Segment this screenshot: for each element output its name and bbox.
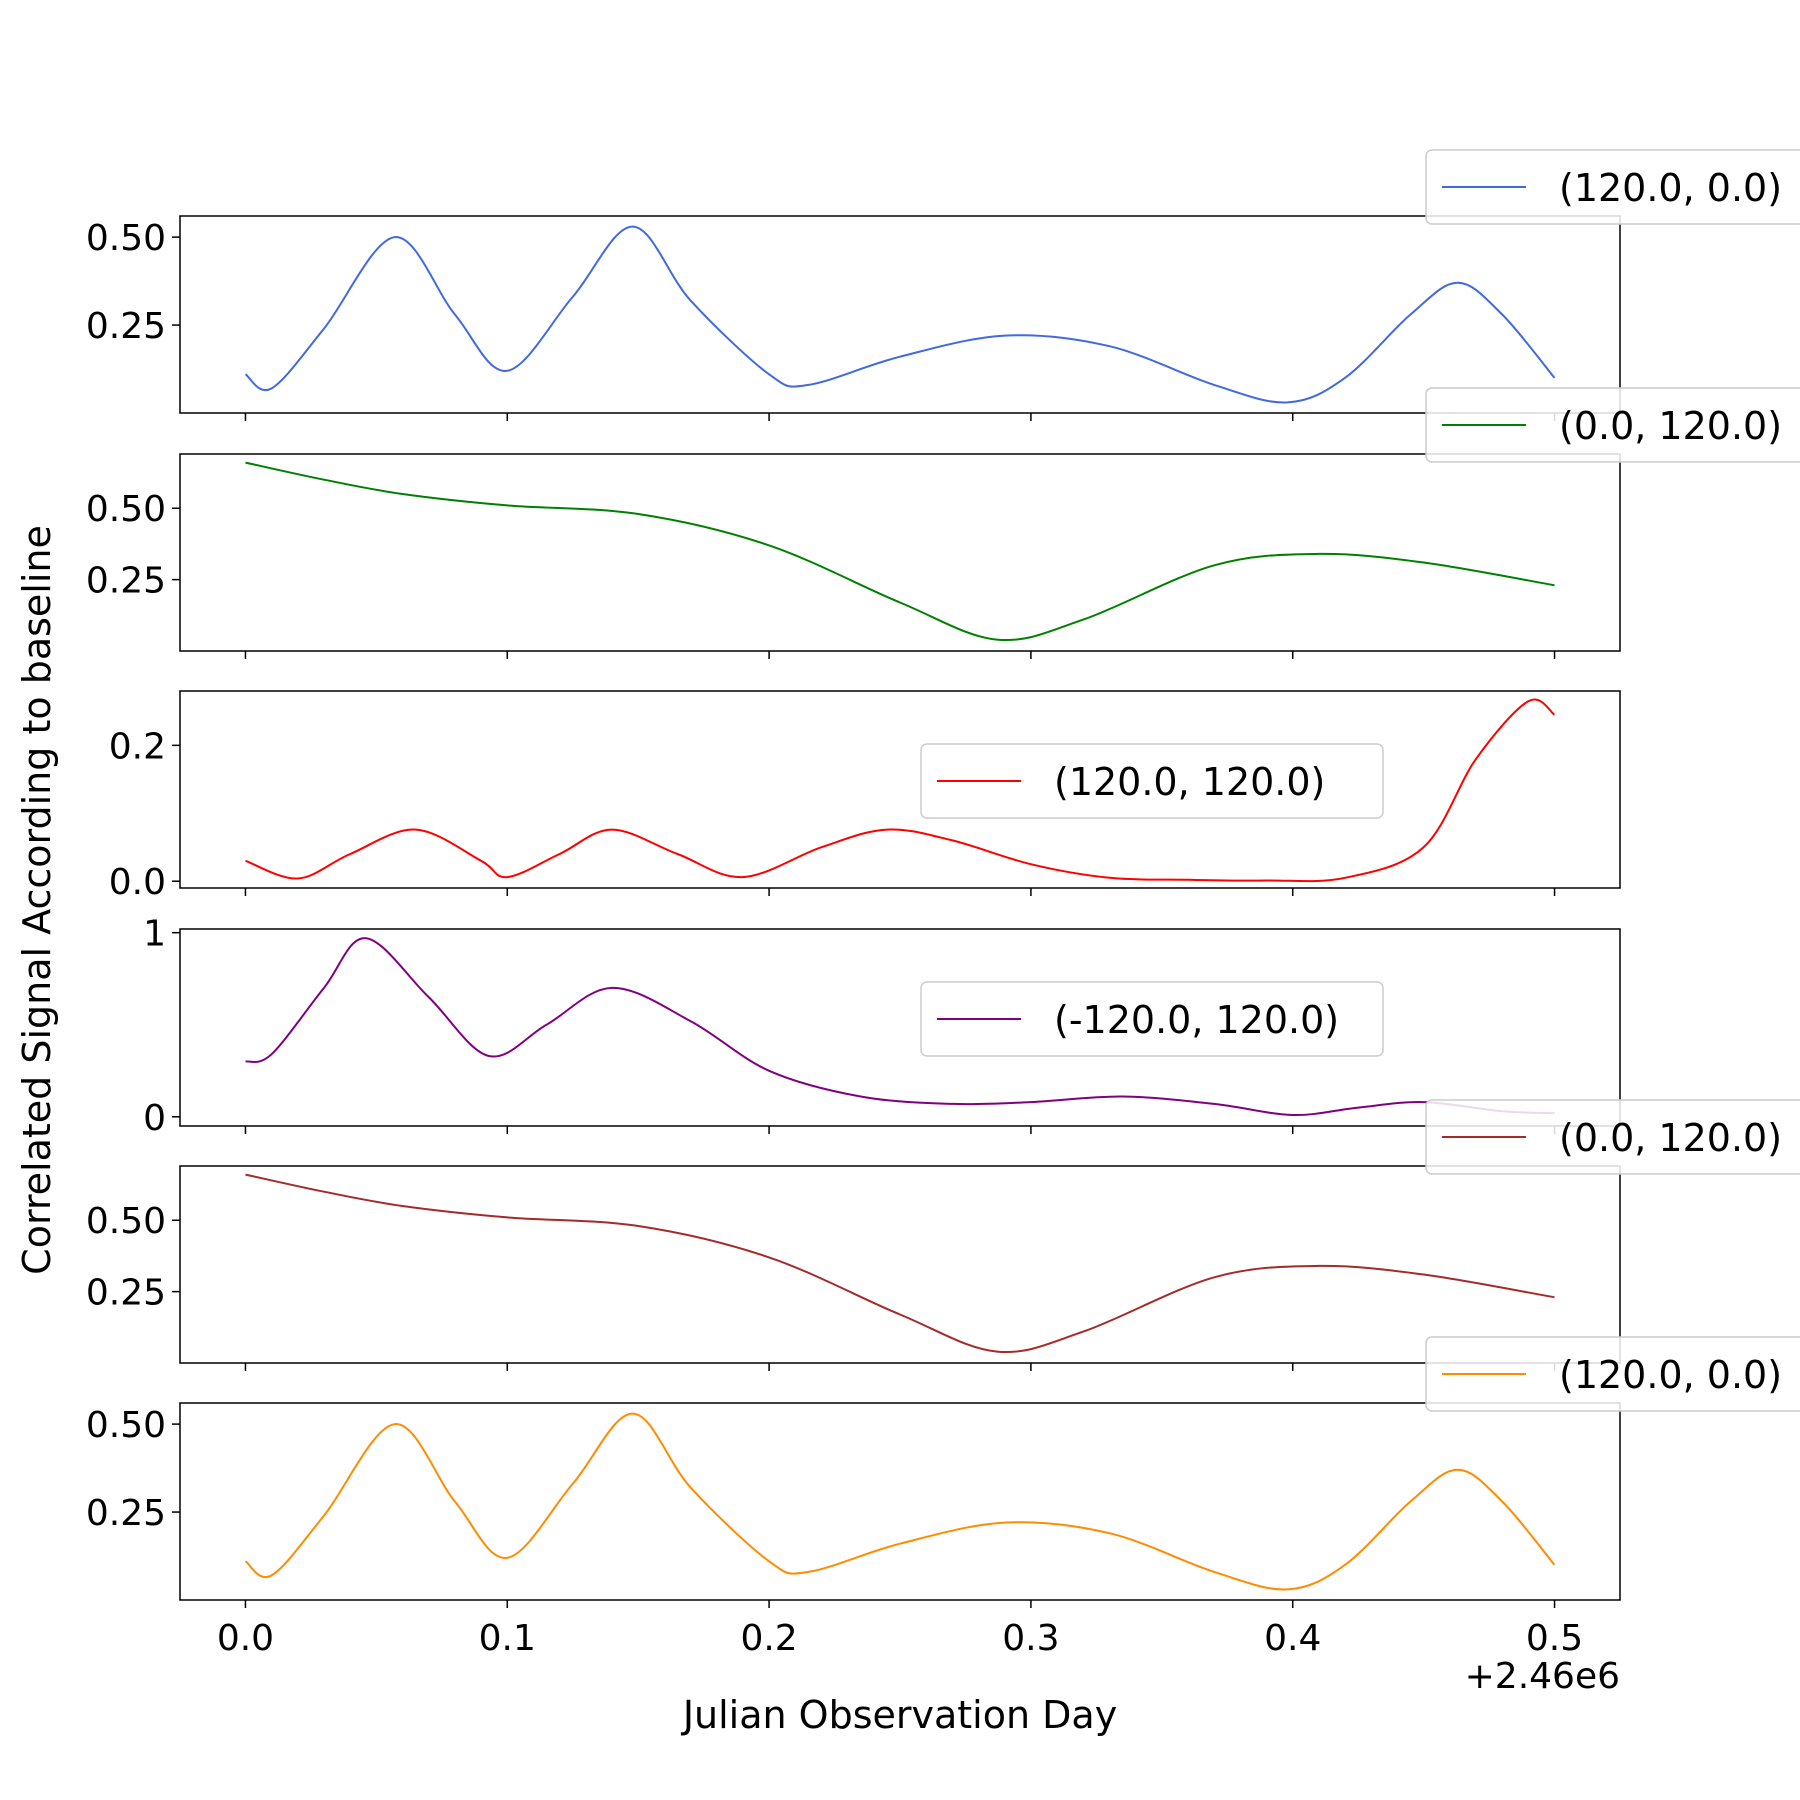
legend-label: (120.0, 120.0) [1054, 760, 1325, 804]
legend: (0.0, 120.0) [1425, 387, 1800, 463]
legend: (120.0, 0.0) [1425, 1336, 1800, 1412]
subplot-1: 0.25 0.50 (120.0, 0.0) [86, 149, 1800, 421]
y-tick-label: 0.25 [86, 1273, 166, 1314]
subplots: 0.250.50(120.0, 0.0)0.250.50(0.0, 120.0)… [86, 149, 1800, 1659]
legend: (0.0, 120.0) [1425, 1099, 1800, 1175]
legend-label: (120.0, 0.0) [1559, 1353, 1782, 1397]
y-tick-label: 0.50 [86, 1405, 166, 1446]
series-line [244, 225, 1556, 404]
legend: (-120.0, 120.0) [920, 981, 1384, 1057]
y-tick-label: 0.2 [109, 726, 166, 767]
legend-box [920, 743, 1384, 819]
x-tick-label: 0.5 [1526, 1618, 1583, 1659]
series-line [245, 1173, 1555, 1354]
subplot-4: 0 1 (-120.0, 120.0) [143, 914, 1621, 1139]
series-line [245, 937, 1555, 1117]
x-axis-label: Julian Observation Day [681, 1693, 1117, 1737]
y-tick-label: 0.25 [86, 1493, 166, 1534]
x-tick-label: 0.0 [217, 1618, 274, 1659]
y-tick-label: 1 [143, 914, 166, 955]
x-tick-label: 0.2 [740, 1618, 797, 1659]
series-line [244, 1412, 1556, 1591]
plot-frame [179, 1402, 1621, 1601]
legend: (120.0, 120.0) [920, 743, 1384, 819]
x-axis-offset-label: +2.46e6 [1465, 1656, 1620, 1697]
y-tick-label: 0.50 [86, 1201, 166, 1242]
x-tick-label: 0.3 [1002, 1618, 1059, 1659]
legend-box [920, 981, 1384, 1057]
legend-label: (120.0, 0.0) [1559, 166, 1782, 210]
subplot-5: 0.25 0.50 (0.0, 120.0) [86, 1099, 1800, 1371]
plot-frame [179, 690, 1621, 889]
plot-frame [179, 1165, 1621, 1364]
legend: (120.0, 0.0) [1425, 149, 1800, 225]
legend-box [1425, 149, 1800, 225]
series-line [245, 698, 1556, 883]
y-tick-label: 0 [143, 1098, 166, 1139]
legend-box [1425, 1336, 1800, 1412]
plot-frame [179, 453, 1621, 652]
y-axis-label: Correlated Signal According to baseline [15, 525, 59, 1275]
legend-box [1425, 1099, 1800, 1175]
legend-label: (-120.0, 120.0) [1054, 998, 1339, 1042]
plot-frame [179, 215, 1621, 414]
subplot-2: 0.25 0.50 (0.0, 120.0) [86, 387, 1800, 659]
y-tick-label: 0.50 [86, 489, 166, 530]
plot-frame [179, 928, 1621, 1127]
y-tick-label: 0.50 [86, 218, 166, 259]
y-tick-label: 0.25 [86, 306, 166, 347]
y-tick-label: 0.0 [109, 862, 166, 903]
legend-label: (0.0, 120.0) [1559, 1116, 1782, 1160]
x-tick-label: 0.1 [479, 1618, 536, 1659]
x-tick-label: 0.4 [1264, 1618, 1321, 1659]
y-tick-label: 0.25 [86, 561, 166, 602]
subplot-6: 0.0 0.1 0.2 0.3 0.4 0.5 0.25 0.50 (120.0, 0.0) [86, 1336, 1800, 1659]
legend-box [1425, 387, 1800, 463]
legend-label: (0.0, 120.0) [1559, 404, 1782, 448]
series-line [245, 461, 1555, 642]
subplot-3: 0.0 0.2 (120.0, 120.0) [109, 690, 1621, 903]
